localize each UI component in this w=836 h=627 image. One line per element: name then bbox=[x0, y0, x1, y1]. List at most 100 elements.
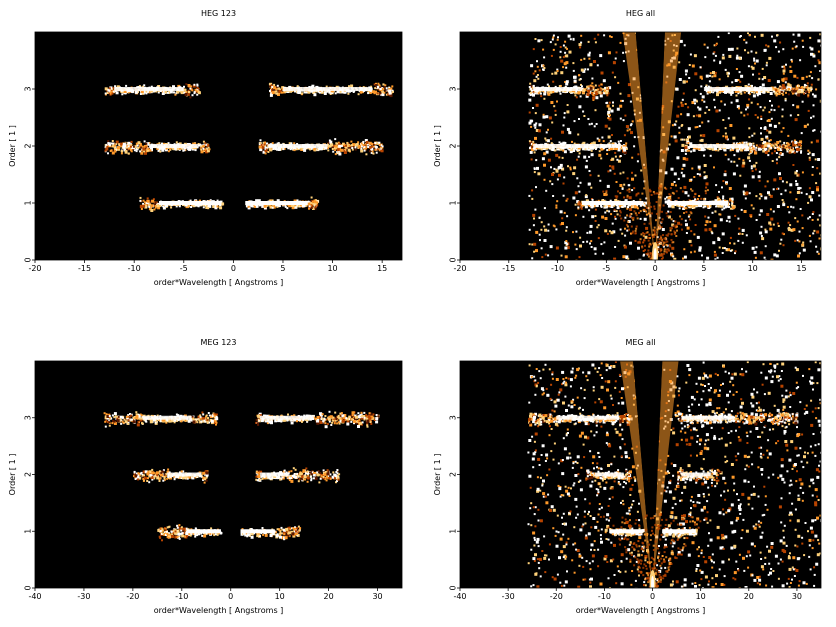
noise-pixel bbox=[722, 247, 724, 250]
band-pixel bbox=[289, 89, 293, 93]
order-band-1 bbox=[139, 196, 225, 212]
noise-pixel bbox=[766, 119, 769, 122]
noise-pixel bbox=[623, 196, 626, 199]
fan-pixel bbox=[634, 212, 637, 215]
noise-pixel bbox=[565, 199, 568, 202]
noise-pixel bbox=[721, 252, 724, 254]
band-pixel bbox=[551, 90, 555, 94]
noise-pixel bbox=[703, 100, 706, 103]
band-pixel bbox=[291, 205, 294, 207]
band-pixel bbox=[740, 92, 743, 95]
band-pixel bbox=[377, 141, 381, 145]
noise-pixel bbox=[560, 59, 564, 63]
noise-pixel bbox=[579, 181, 582, 184]
fan-pixel bbox=[643, 222, 646, 225]
fan-pixel bbox=[619, 192, 622, 195]
noise-pixel bbox=[767, 79, 771, 82]
noise-pixel bbox=[797, 254, 800, 258]
noise-pixel bbox=[606, 232, 609, 235]
noise-pixel bbox=[532, 72, 535, 75]
noise-pixel bbox=[551, 121, 554, 124]
band-pixel bbox=[294, 147, 297, 150]
noise-pixel bbox=[561, 217, 564, 220]
noise-pixel bbox=[705, 182, 709, 186]
noise-pixel bbox=[722, 53, 725, 56]
noise-pixel bbox=[807, 109, 810, 112]
noise-pixel bbox=[759, 209, 763, 213]
band-pixel bbox=[258, 145, 262, 149]
band-pixel bbox=[775, 91, 778, 94]
noise-pixel bbox=[691, 167, 694, 170]
band-pixel bbox=[123, 145, 126, 148]
noise-pixel bbox=[766, 180, 769, 183]
noise-pixel bbox=[670, 182, 674, 186]
band-pixel bbox=[621, 204, 624, 207]
noise-pixel bbox=[615, 181, 618, 183]
noise-pixel bbox=[563, 62, 567, 66]
noise-pixel bbox=[563, 112, 566, 115]
band-pixel bbox=[779, 148, 783, 151]
noise-pixel bbox=[588, 155, 591, 158]
band-pixel bbox=[361, 91, 364, 94]
noise-pixel bbox=[588, 182, 591, 185]
noise-pixel bbox=[576, 200, 580, 204]
noise-pixel bbox=[528, 194, 531, 197]
noise-pixel bbox=[614, 215, 616, 218]
band-pixel bbox=[580, 207, 583, 210]
noise-pixel bbox=[807, 153, 810, 155]
noise-pixel bbox=[582, 241, 585, 243]
noise-pixel bbox=[714, 54, 717, 57]
band-pixel bbox=[346, 141, 349, 144]
noise-pixel bbox=[608, 101, 611, 104]
noise-pixel bbox=[693, 54, 697, 58]
band-pixel bbox=[376, 142, 379, 145]
band-pixel bbox=[388, 89, 392, 93]
band-pixel bbox=[273, 205, 276, 208]
fan-pixel bbox=[661, 253, 664, 256]
band-pixel bbox=[334, 92, 337, 95]
band-pixel bbox=[305, 91, 308, 94]
noise-pixel bbox=[607, 113, 609, 116]
fan-pixel bbox=[644, 249, 646, 251]
noise-pixel bbox=[680, 138, 683, 141]
noise-pixel bbox=[633, 136, 636, 139]
band-pixel bbox=[608, 142, 611, 145]
noise-pixel bbox=[567, 165, 569, 168]
noise-pixel bbox=[681, 138, 684, 141]
noise-pixel bbox=[562, 182, 565, 185]
noise-pixel bbox=[627, 83, 631, 87]
band-pixel bbox=[337, 141, 340, 144]
band-pixel bbox=[774, 86, 777, 89]
band-pixel bbox=[316, 204, 319, 207]
noise-pixel bbox=[760, 195, 763, 198]
noise-pixel bbox=[685, 223, 688, 227]
band-pixel bbox=[157, 148, 161, 152]
band-pixel bbox=[727, 147, 730, 150]
band-pixel bbox=[731, 206, 735, 210]
noise-pixel bbox=[769, 227, 773, 231]
band-pixel bbox=[127, 146, 131, 150]
noise-pixel bbox=[769, 92, 773, 95]
noise-pixel bbox=[578, 118, 580, 120]
band-pixel bbox=[112, 144, 115, 147]
band-pixel bbox=[112, 142, 115, 145]
noise-pixel bbox=[788, 226, 791, 229]
noise-pixel bbox=[797, 186, 801, 190]
noise-pixel bbox=[577, 133, 580, 136]
noise-pixel bbox=[785, 181, 788, 184]
band-pixel bbox=[349, 146, 352, 149]
noise-pixel bbox=[530, 158, 533, 161]
noise-pixel bbox=[764, 185, 767, 188]
fan-pixel bbox=[645, 206, 648, 209]
noise-pixel bbox=[680, 101, 683, 104]
band-pixel bbox=[589, 86, 593, 90]
band-pixel bbox=[786, 145, 789, 148]
noise-pixel bbox=[708, 227, 712, 231]
band-pixel bbox=[754, 151, 757, 155]
band-pixel bbox=[375, 141, 378, 144]
band-pixel bbox=[749, 147, 751, 150]
fan-pixel bbox=[679, 187, 682, 190]
noise-pixel bbox=[748, 192, 751, 195]
noise-pixel bbox=[666, 196, 668, 199]
band-pixel bbox=[310, 196, 313, 199]
